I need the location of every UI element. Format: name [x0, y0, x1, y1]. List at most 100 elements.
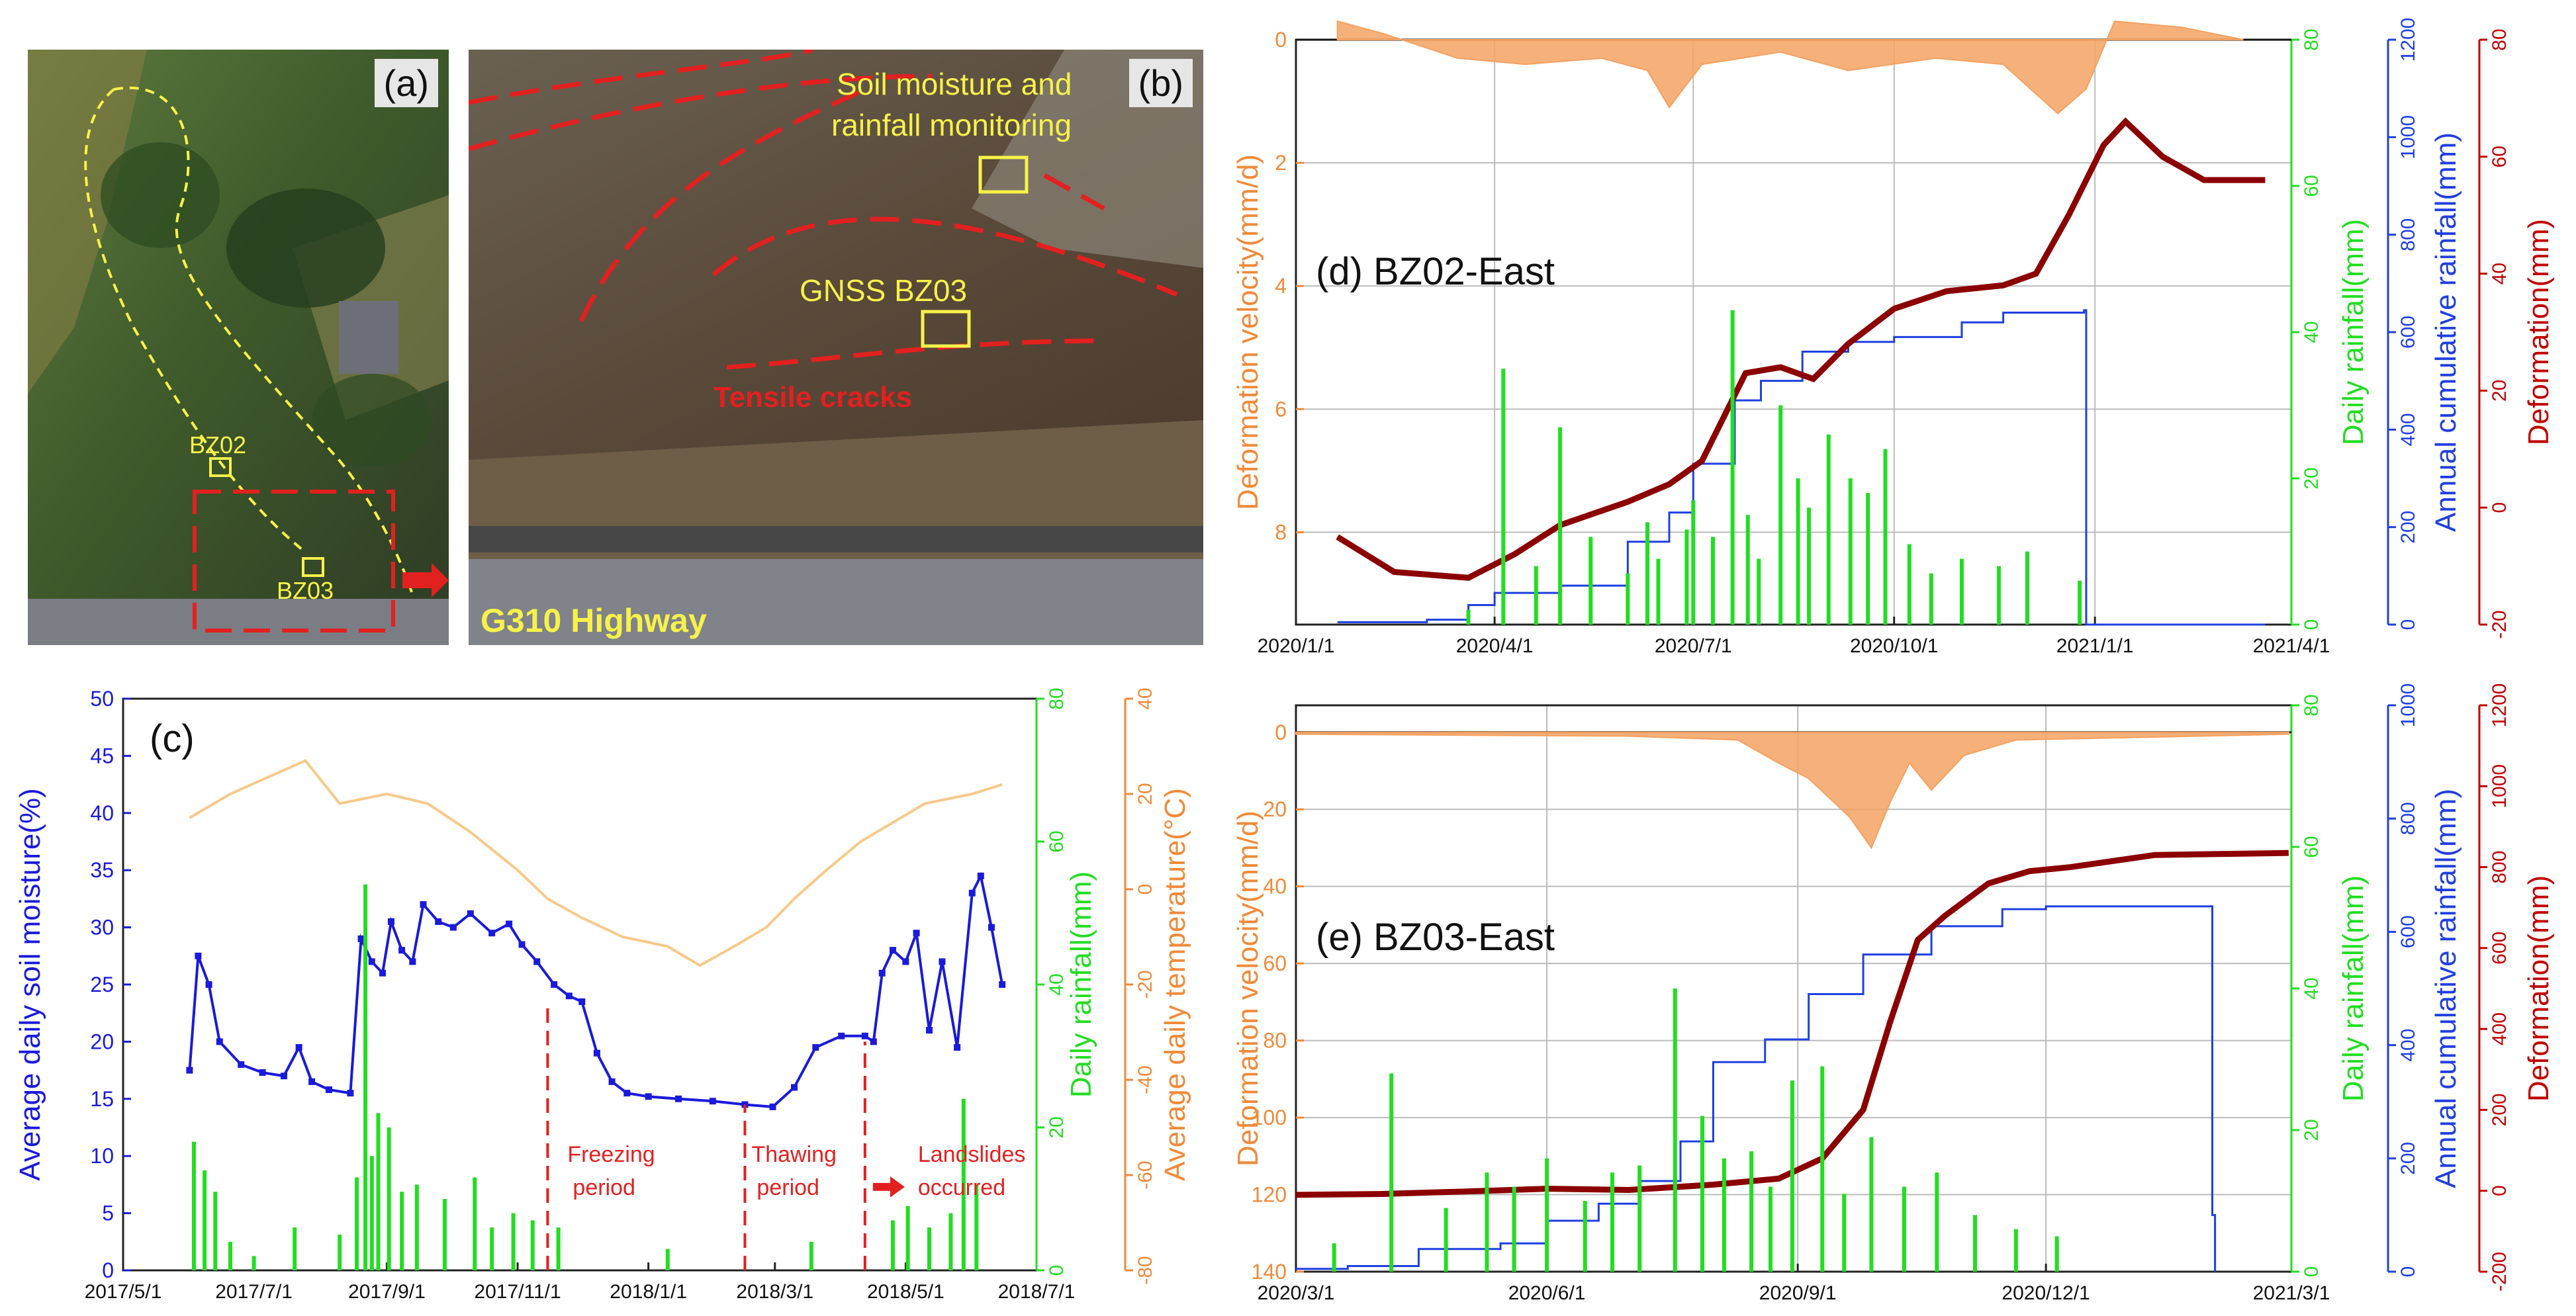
- aerial-photo-a: BZ02 BZ03 (a): [28, 50, 449, 645]
- soil-moisture-point: [347, 1090, 354, 1097]
- y_right2-tick-label: -80: [1134, 1256, 1156, 1284]
- rainfall-bar: [1997, 566, 2001, 625]
- rainfall-bar: [1973, 1215, 1978, 1272]
- y_right3-tick-label: 1200: [2489, 683, 2510, 728]
- rainfall-bar: [1959, 558, 1964, 625]
- rainfall-bar: [338, 1235, 342, 1270]
- y_right3-tick-label: 60: [2489, 146, 2510, 167]
- y_right3-tick-label: -200: [2489, 1252, 2510, 1292]
- y_right1-tick-label: 40: [1046, 973, 1068, 995]
- y_right3-tick-label: 80: [2489, 28, 2510, 50]
- rainfall-bar: [1583, 1201, 1587, 1272]
- y_right3-tick-label: 600: [2489, 932, 2510, 965]
- label-soil-moisture-2: rainfall monitoring: [831, 108, 1072, 142]
- panel-letter-a: (a): [374, 59, 438, 107]
- rainfall-bar: [1796, 478, 1800, 625]
- y_right3-tick-label: 400: [2489, 1012, 2510, 1045]
- soil-moisture-point: [506, 920, 513, 928]
- soil-moisture-point: [186, 1067, 193, 1074]
- y-left-tick-label: 140: [1252, 1260, 1287, 1284]
- y_right3-tick-label: -20: [2489, 610, 2510, 638]
- y_right2-tick-label: 0: [2397, 1266, 2419, 1278]
- x-tick-label: 2020/9/1: [1759, 1282, 1837, 1304]
- y_right2-axis-label: Average daily temperature(°C): [1159, 788, 1191, 1181]
- soil-moisture-point: [368, 958, 375, 965]
- y_right2-tick-label: 20: [1134, 783, 1156, 805]
- period-label: Thawing: [751, 1142, 837, 1167]
- soil-moisture-point: [205, 981, 212, 988]
- y-left-tick-label: 0: [102, 1258, 114, 1282]
- rainfall-bar: [1610, 1172, 1614, 1272]
- soil-moisture-point: [790, 1084, 798, 1091]
- rainfall-bar: [511, 1213, 516, 1270]
- y_right2-tick-label: 40: [1134, 687, 1156, 709]
- soil-moisture-point: [675, 1095, 682, 1102]
- rainfall-bar: [1700, 1116, 1704, 1272]
- x-tick-label: 2021/4/1: [2253, 635, 2330, 657]
- x-tick-label: 2018/7/1: [998, 1281, 1076, 1303]
- x-tick-label: 2020/3/1: [1258, 1282, 1335, 1304]
- y-left-tick-label: 2: [1275, 151, 1287, 175]
- soil-moisture-point: [889, 947, 896, 954]
- y_right1-tick-label: 80: [1046, 687, 1068, 709]
- y-left-tick-label: 60: [1263, 951, 1287, 975]
- soil-moisture-point: [902, 958, 909, 965]
- soil-moisture-point: [379, 969, 386, 977]
- rainfall-bar: [1645, 522, 1650, 625]
- y_right2-tick-label: 200: [2397, 1142, 2419, 1175]
- y-left-tick-label: 4: [1275, 274, 1287, 298]
- soil-moisture-point: [988, 924, 995, 931]
- soil-moisture-point: [812, 1044, 819, 1051]
- soil-moisture-point: [551, 981, 558, 988]
- rainfall-bar: [1485, 1172, 1489, 1272]
- rainfall-bar: [1778, 405, 1783, 625]
- rainfall-bar: [1501, 369, 1506, 625]
- soil-moisture-point: [420, 901, 427, 908]
- x-tick-label: 2018/5/1: [867, 1281, 944, 1303]
- aerial-photo-a-image: BZ02 BZ03: [28, 50, 449, 645]
- soil-moisture-point: [449, 924, 457, 931]
- soil-moisture-point: [308, 1078, 316, 1085]
- label-gnss-bz03: GNSS BZ03: [800, 273, 967, 308]
- soil-moisture-point: [518, 941, 526, 948]
- y-left-tick-label: 5: [102, 1202, 114, 1225]
- y-left-tick-label: 10: [90, 1144, 114, 1168]
- soil-moisture-point: [398, 947, 406, 954]
- soil-moisture-point: [533, 958, 541, 965]
- soil-moisture-point: [977, 872, 984, 879]
- label-g310-highway: G310 Highway: [481, 602, 707, 639]
- rainfall-bar: [1545, 1158, 1549, 1272]
- panel-letter-b: (b): [1128, 59, 1193, 107]
- soil-moisture-point: [409, 958, 416, 965]
- y-left-tick-label: 40: [1263, 875, 1287, 899]
- rainfall-bar: [1558, 427, 1563, 625]
- rainfall-bar: [1466, 609, 1471, 625]
- y_right2-tick-label: 600: [2397, 316, 2419, 349]
- y-left-tick-label: 80: [1263, 1029, 1287, 1053]
- rainfall-bar: [1673, 988, 1677, 1272]
- y_right2-tick-label: 1000: [2397, 683, 2419, 728]
- y_right1-tick-label: 80: [2301, 694, 2323, 716]
- y_right2-tick-label: 400: [2397, 1029, 2419, 1062]
- soil-moisture-point: [861, 1032, 868, 1039]
- y-left-tick-label: 35: [90, 858, 114, 882]
- x-tick-label: 2020/4/1: [1456, 635, 1534, 657]
- rainfall-bar: [1768, 1186, 1772, 1272]
- soil-moisture-point: [435, 918, 442, 925]
- y_right2-tick-label: 1200: [2397, 18, 2419, 62]
- x-tick-label: 2020/6/1: [1508, 1282, 1586, 1304]
- rainfall-bar: [1866, 493, 1870, 625]
- y-left-tick-label: 50: [90, 687, 114, 711]
- x-tick-label: 2017/11/1: [474, 1281, 561, 1303]
- soil-moisture-point: [878, 969, 886, 977]
- rainfall-bar: [376, 1113, 381, 1270]
- y_right3-tick-label: 200: [2489, 1093, 2510, 1126]
- rainfall-bar: [387, 1127, 391, 1270]
- period-label: Landslides: [918, 1142, 1026, 1167]
- rainfall-bar: [1929, 573, 1933, 625]
- rainfall-bar: [1691, 500, 1696, 625]
- y_right3-axis-label: Deformation(mm): [2522, 875, 2555, 1102]
- y_right1-tick-label: 60: [2301, 175, 2323, 197]
- soil-moisture-point: [913, 930, 920, 937]
- rainfall-bar: [1626, 573, 1630, 625]
